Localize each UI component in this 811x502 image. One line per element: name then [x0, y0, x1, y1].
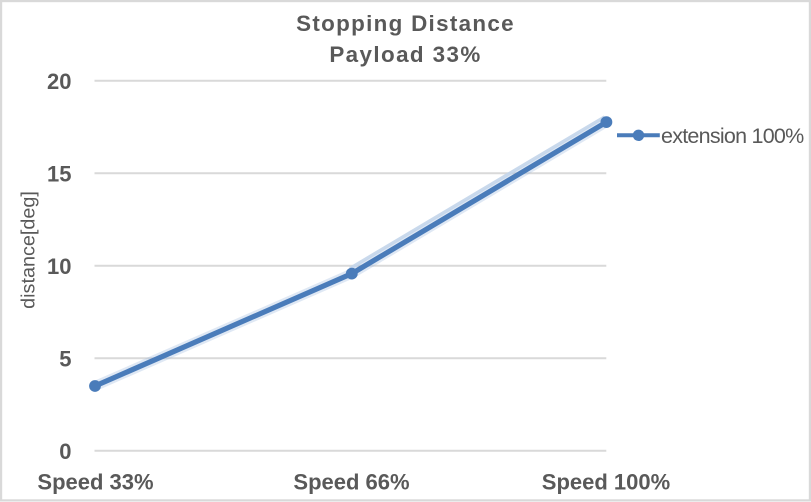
- svg-text:5: 5: [59, 346, 71, 371]
- svg-text:20: 20: [47, 69, 71, 94]
- svg-text:Speed 100%: Speed 100%: [542, 470, 670, 495]
- svg-text:Stopping Distance: Stopping Distance: [296, 11, 515, 36]
- svg-text:Speed 33%: Speed 33%: [37, 470, 153, 495]
- svg-text:distance[deg]: distance[deg]: [18, 191, 40, 309]
- svg-text:15: 15: [47, 161, 71, 186]
- svg-text:Payload 33%: Payload 33%: [329, 42, 481, 67]
- svg-text:0: 0: [59, 439, 71, 464]
- svg-text:extension 100%: extension 100%: [661, 124, 804, 148]
- svg-text:Speed 66%: Speed 66%: [293, 470, 409, 495]
- svg-text:10: 10: [47, 254, 71, 279]
